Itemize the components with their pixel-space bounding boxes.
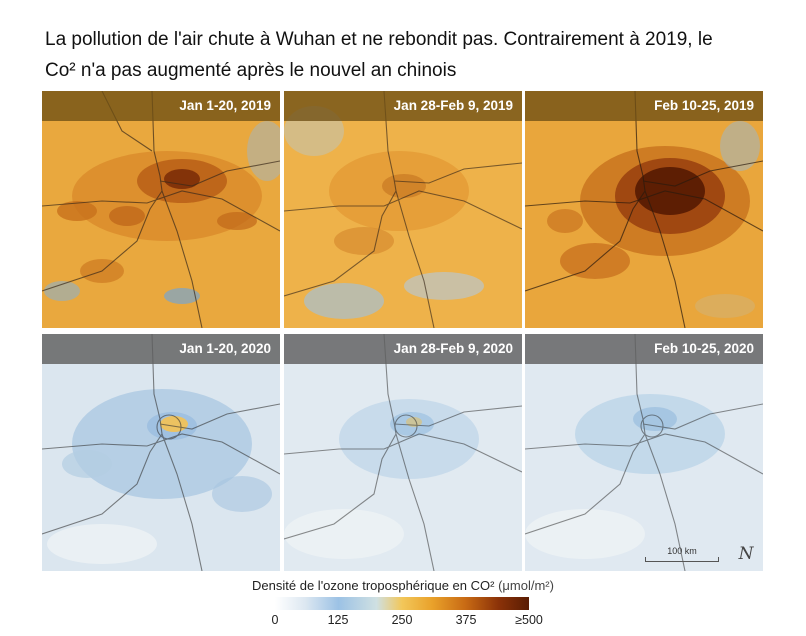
pollution-map — [525, 91, 763, 328]
legend-title: Densité de l'ozone troposphérique en CO²… — [0, 578, 806, 593]
title-line-1: La pollution de l'air chute à Wuhan et n… — [45, 29, 713, 50]
legend-title-text: Densité de l'ozone troposphérique en CO² — [252, 578, 495, 593]
pollution-map — [42, 91, 280, 328]
pollution-map — [284, 334, 522, 571]
map-panel-jan-2019: Jan 1-20, 2019 — [42, 91, 280, 328]
legend-tick: 250 — [391, 613, 413, 627]
legend-tick: 375 — [455, 613, 477, 627]
legend-tick: 0 — [271, 613, 279, 627]
pollution-map — [42, 334, 280, 571]
map-panel-jan-feb-2019: Jan 28-Feb 9, 2019 — [284, 91, 522, 328]
map-panel-feb-2020: Feb 10-25, 2020 — [525, 334, 763, 571]
legend-tick: 125 — [327, 613, 349, 627]
title-line-2: Co² n'a pas augmenté après le nouvel an … — [45, 60, 457, 81]
legend-unit: (μmol/m²) — [498, 578, 554, 593]
scale-bar-label: 100 km — [667, 546, 697, 556]
panel-date-label: Jan 1-20, 2019 — [42, 91, 280, 121]
pollution-map — [525, 334, 763, 571]
panel-date-label: Jan 28-Feb 9, 2019 — [284, 91, 522, 121]
north-arrow-icon: N — [738, 544, 754, 564]
chart-title: La pollution de l'air chute à Wuhan et n… — [45, 24, 785, 86]
map-panel-jan-2020: Jan 1-20, 2020 — [42, 334, 280, 571]
pollution-map — [284, 91, 522, 328]
map-panel-jan-feb-2020: Jan 28-Feb 9, 2020 — [284, 334, 522, 571]
panel-date-label: Feb 10-25, 2019 — [525, 91, 763, 121]
panel-date-label: Jan 28-Feb 9, 2020 — [284, 334, 522, 364]
legend-colorbar — [275, 597, 529, 610]
panel-date-label: Feb 10-25, 2020 — [525, 334, 763, 364]
scale-bar: 100 km — [645, 546, 719, 562]
panel-date-label: Jan 1-20, 2020 — [42, 334, 280, 364]
legend-tick: ≥500 — [515, 613, 543, 627]
map-panel-feb-2019: Feb 10-25, 2019 — [525, 91, 763, 328]
scale-bar-line — [645, 557, 719, 562]
